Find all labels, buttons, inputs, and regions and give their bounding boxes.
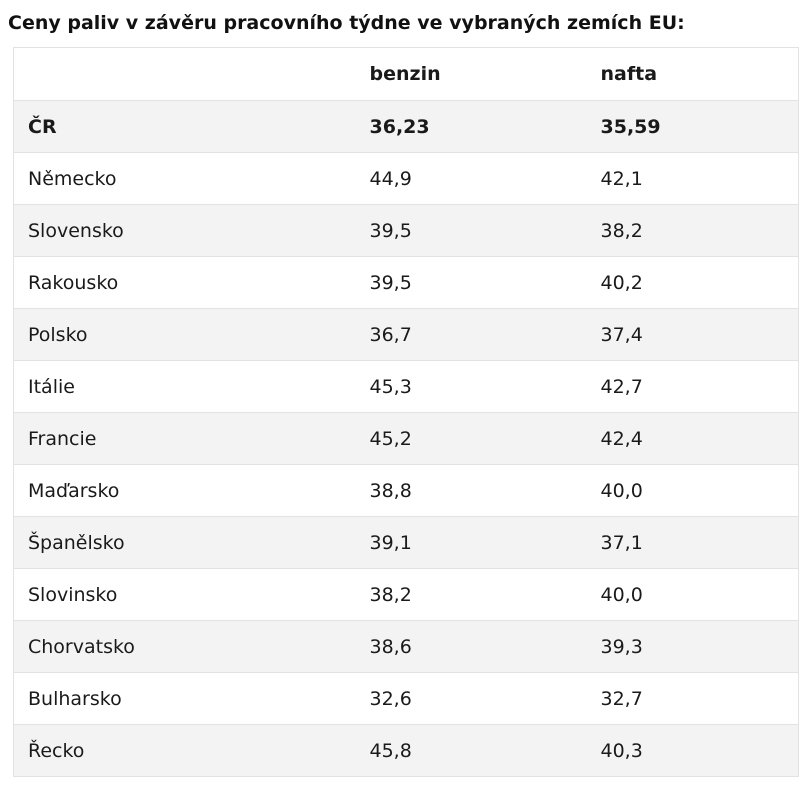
table-row: Řecko 45,8 40,3 bbox=[13, 724, 799, 777]
table-row: Itálie 45,3 42,7 bbox=[13, 360, 799, 413]
cell-country: Slovensko bbox=[13, 204, 356, 257]
page-title: Ceny paliv v závěru pracovního týdne ve … bbox=[8, 12, 685, 34]
table-row: Chorvatsko 38,6 39,3 bbox=[13, 620, 799, 673]
cell-benzin: 36,7 bbox=[355, 308, 587, 361]
table-row: Slovensko 39,5 38,2 bbox=[13, 204, 799, 257]
cell-benzin: 38,8 bbox=[355, 464, 587, 517]
table-row: ČR 36,23 35,59 bbox=[13, 100, 799, 153]
cell-nafta: 42,7 bbox=[586, 360, 799, 413]
cell-benzin: 45,8 bbox=[355, 724, 587, 777]
table-row: Rakousko 39,5 40,2 bbox=[13, 256, 799, 309]
cell-country: Bulharsko bbox=[13, 672, 356, 725]
table-row: Polsko 36,7 37,4 bbox=[13, 308, 799, 361]
cell-benzin: 32,6 bbox=[355, 672, 587, 725]
cell-benzin: 36,23 bbox=[355, 100, 587, 153]
cell-nafta: 38,2 bbox=[586, 204, 799, 257]
table-row: Francie 45,2 42,4 bbox=[13, 412, 799, 465]
cell-nafta: 37,4 bbox=[586, 308, 799, 361]
table-header: benzin nafta bbox=[13, 47, 799, 101]
fuel-price-table: benzin nafta ČR 36,23 35,59 Německo 44,9 42,1… bbox=[13, 47, 799, 777]
cell-nafta: 40,3 bbox=[586, 724, 799, 777]
header-benzin: benzin bbox=[355, 47, 587, 101]
table-row: Bulharsko 32,6 32,7 bbox=[13, 672, 799, 725]
cell-nafta: 39,3 bbox=[586, 620, 799, 673]
table-row: Španělsko 39,1 37,1 bbox=[13, 516, 799, 569]
cell-country: Slovinsko bbox=[13, 568, 356, 621]
cell-benzin: 45,3 bbox=[355, 360, 587, 413]
cell-benzin: 38,6 bbox=[355, 620, 587, 673]
table-row: Maďarsko 38,8 40,0 bbox=[13, 464, 799, 517]
cell-nafta: 42,1 bbox=[586, 152, 799, 205]
cell-country: Rakousko bbox=[13, 256, 356, 309]
cell-nafta: 32,7 bbox=[586, 672, 799, 725]
table-body: ČR 36,23 35,59 Německo 44,9 42,1 Slovensko 39,5… bbox=[13, 100, 799, 777]
cell-country: Španělsko bbox=[13, 516, 356, 569]
cell-country: Polsko bbox=[13, 308, 356, 361]
cell-nafta: 42,4 bbox=[586, 412, 799, 465]
table-row: Německo 44,9 42,1 bbox=[13, 152, 799, 205]
cell-nafta: 35,59 bbox=[586, 100, 799, 153]
cell-country: Německo bbox=[13, 152, 356, 205]
cell-benzin: 39,5 bbox=[355, 256, 587, 309]
cell-country: Francie bbox=[13, 412, 356, 465]
header-nafta: nafta bbox=[586, 47, 799, 101]
cell-country: Itálie bbox=[13, 360, 356, 413]
cell-nafta: 40,0 bbox=[586, 568, 799, 621]
header-row: benzin nafta bbox=[13, 47, 799, 101]
cell-benzin: 39,1 bbox=[355, 516, 587, 569]
cell-country: Řecko bbox=[13, 724, 356, 777]
header-country bbox=[13, 47, 356, 101]
cell-country: Maďarsko bbox=[13, 464, 356, 517]
cell-country: ČR bbox=[13, 100, 356, 153]
table-row: Slovinsko 38,2 40,0 bbox=[13, 568, 799, 621]
cell-nafta: 37,1 bbox=[586, 516, 799, 569]
cell-nafta: 40,0 bbox=[586, 464, 799, 517]
cell-benzin: 38,2 bbox=[355, 568, 587, 621]
cell-nafta: 40,2 bbox=[586, 256, 799, 309]
cell-country: Chorvatsko bbox=[13, 620, 356, 673]
cell-benzin: 44,9 bbox=[355, 152, 587, 205]
cell-benzin: 39,5 bbox=[355, 204, 587, 257]
cell-benzin: 45,2 bbox=[355, 412, 587, 465]
